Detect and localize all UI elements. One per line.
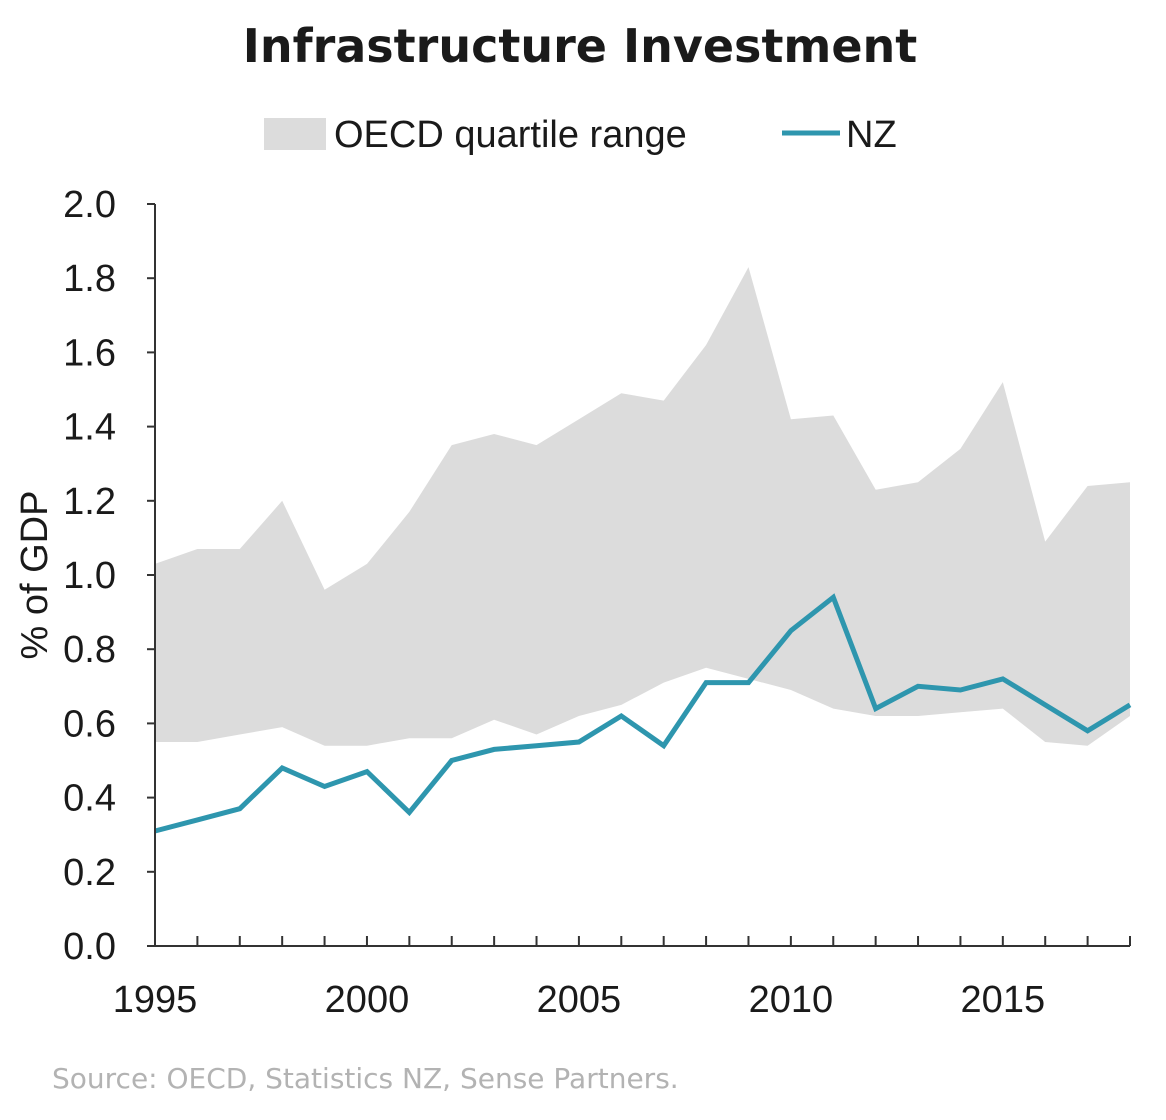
- legend: OECD quartile range NZ: [264, 114, 897, 156]
- x-tick-labels: 1995 2000 2005 2010 2015: [113, 979, 1045, 1021]
- x-tick-label: 2015: [961, 979, 1046, 1021]
- y-axis-label: % of GDP: [14, 491, 56, 660]
- x-tick-label: 1995: [113, 979, 198, 1021]
- x-tick-label: 2010: [749, 979, 834, 1021]
- axes: [147, 203, 1131, 947]
- y-tick-label: 1.2: [63, 481, 116, 523]
- x-tick-label: 2000: [325, 979, 410, 1021]
- y-tick-label: 1.6: [63, 332, 116, 374]
- y-tick-label: 1.8: [63, 258, 116, 300]
- nz-line: [154, 593, 1132, 834]
- legend-label-oecd-quartile-range: OECD quartile range: [334, 114, 687, 156]
- y-tick-label: 0.0: [63, 926, 116, 968]
- y-tick-label: 1.4: [63, 407, 116, 449]
- nz-line-layer: [154, 593, 1132, 834]
- y-tick-label: 0.8: [63, 629, 116, 671]
- chart-title: Infrastructure Investment: [243, 19, 918, 73]
- x-tick-label: 2005: [537, 979, 622, 1021]
- legend-swatch-oecd-quartile-range: [264, 118, 326, 150]
- oecd-quartile-band: [155, 267, 1130, 746]
- y-tick-label: 1.0: [63, 555, 116, 597]
- quartile-band-layer: [155, 267, 1130, 746]
- legend-label-nz: NZ: [846, 114, 897, 156]
- y-tick-label: 0.2: [63, 852, 116, 894]
- y-tick-label: 0.6: [63, 703, 116, 745]
- y-tick-label: 0.4: [63, 778, 116, 820]
- y-tick-labels: 0.0 0.2 0.4 0.6 0.8 1.0 1.2 1.4 1.6 1.8 2.0: [63, 184, 116, 968]
- y-tick-label: 2.0: [63, 184, 116, 226]
- source-note: Source: OECD, Statistics NZ, Sense Partn…: [52, 1062, 679, 1095]
